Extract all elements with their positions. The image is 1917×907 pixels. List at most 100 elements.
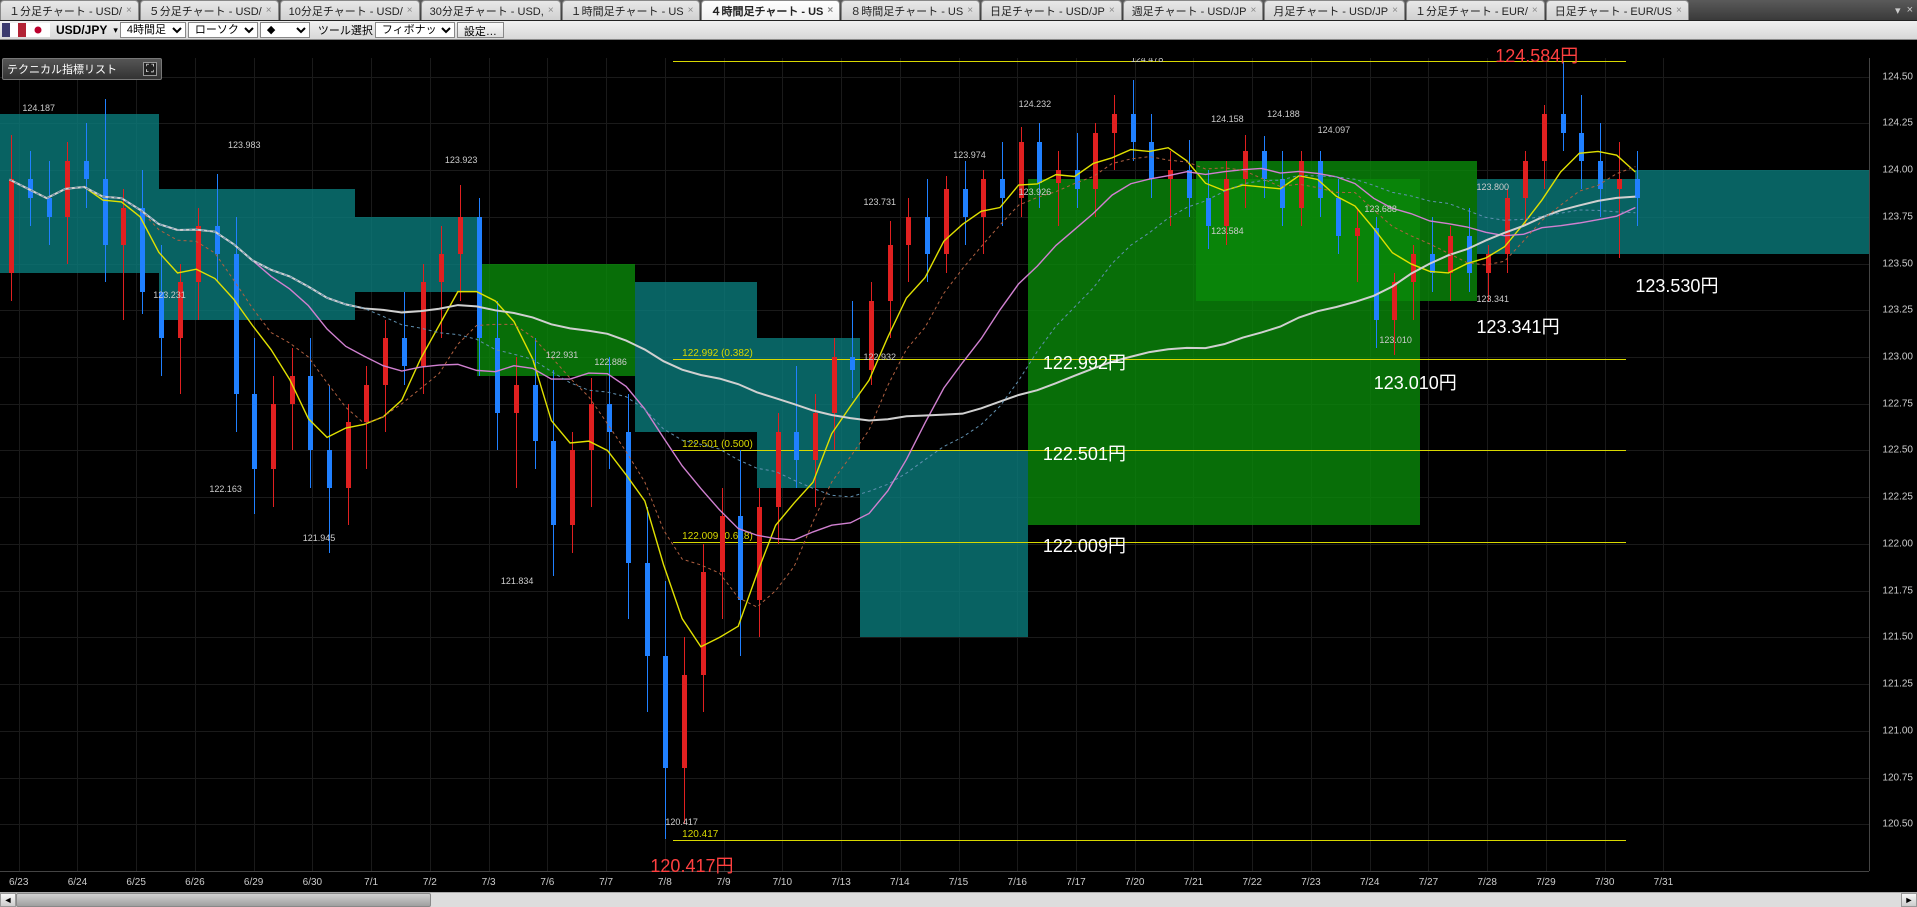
indicator-list-panel[interactable]: テクニカル指標リスト ⛶ [2,58,162,80]
fullscreen-icon[interactable]: ⛶ [143,62,157,76]
tab-3[interactable]: 30分足チャート - USD,× [421,0,561,20]
close-icon[interactable]: × [1532,5,1538,16]
close-icon[interactable]: × [967,5,973,16]
candle [1467,208,1472,292]
close-icon[interactable]: × [1250,5,1256,16]
tab-4[interactable]: １時間足チャート - US× [562,0,701,20]
tab-close-all-icon[interactable]: × [1907,4,1913,16]
candle [1635,151,1640,226]
chart-type-select[interactable]: ローソク [188,22,258,38]
tool-select[interactable]: フィボナッチ [375,22,455,38]
candle [1411,245,1416,320]
toolbar: USD/JPY ▾ 4時間足 ローソク ◆ ツール選択 フィボナッチ 設定… [0,21,1917,40]
tab-label: 日足チャート - USD/JP [990,3,1105,19]
candle [1112,95,1117,170]
price-label: 124.097 [1318,125,1351,135]
chart-plot[interactable]: 124.584122.992 (0.382)122.501 (0.500)122… [0,58,1869,871]
x-tick: 7/23 [1301,877,1320,888]
candle [1206,170,1211,248]
tab-8[interactable]: 週足チャート - USD/JP× [1123,0,1264,20]
tab-label: ８時間足チャート - US [850,3,963,19]
candle [925,179,930,282]
candle [738,450,743,656]
price-label: 121.834 [501,576,534,586]
candle [121,189,126,320]
x-tick: 7/20 [1125,877,1144,888]
x-tick: 7/27 [1419,877,1438,888]
tab-10[interactable]: １分足チャート - EUR/× [1406,0,1545,20]
candle [906,198,911,282]
close-icon[interactable]: × [1676,5,1682,16]
close-icon[interactable]: × [1109,5,1115,16]
candle [1243,135,1248,208]
price-label: 123.983 [228,140,261,150]
scroll-track[interactable] [16,893,1901,907]
candle [645,507,650,713]
tab-0[interactable]: １分足チャート - USD/× [0,0,139,20]
price-label: 124.232 [1019,99,1052,109]
candle [701,544,706,712]
close-icon[interactable]: × [548,5,554,16]
candle [944,176,949,273]
candle [421,264,426,395]
x-tick: 6/23 [9,877,28,888]
indicator-list-label: テクニカル指標リスト [7,61,117,77]
tab-7[interactable]: 日足チャート - USD/JP × [981,0,1122,20]
candle [607,357,612,469]
price-label: 123.010 [1379,335,1412,345]
candle [65,142,70,263]
candle [28,151,33,226]
x-tick: 6/26 [185,877,204,888]
symbol-select[interactable]: ◆ [260,22,310,38]
candle [888,221,893,339]
close-icon[interactable]: × [407,5,413,16]
tab-menu-icon[interactable]: ▾ [1895,4,1901,17]
close-icon[interactable]: × [126,5,132,16]
tab-5[interactable]: ４時間足チャート - US× [701,0,840,20]
scroll-right-icon[interactable]: ► [1901,893,1917,907]
x-tick: 6/30 [303,877,322,888]
candle [308,338,313,488]
fib-line[interactable] [673,542,1626,543]
close-icon[interactable]: × [1392,5,1398,16]
close-icon[interactable]: × [266,5,272,16]
close-icon[interactable]: × [827,5,833,16]
horizontal-scrollbar[interactable]: ◄ ► [0,892,1917,907]
candle [215,174,220,282]
y-tick: 124.50 [1882,71,1913,82]
candle [1355,208,1360,283]
chart-area: 124.584122.992 (0.382)122.501 (0.500)122… [0,40,1917,891]
y-tick: 124.25 [1882,118,1913,129]
price-label: 123.341 [1477,294,1510,304]
candle [570,432,575,553]
tab-9[interactable]: 月足チャート - USD/JP× [1264,0,1405,20]
x-tick: 7/15 [949,877,968,888]
candle [196,208,201,320]
candle [1617,142,1622,258]
candle [290,348,295,451]
y-tick: 121.00 [1882,725,1913,736]
tab-2[interactable]: 10分足チャート - USD/× [280,0,420,20]
candle [1523,151,1528,226]
close-icon[interactable]: × [688,5,694,16]
tab-11[interactable]: 日足チャート - EUR/US× [1546,0,1689,20]
settings-button[interactable]: 設定… [457,22,504,38]
fib-line[interactable] [673,359,1626,360]
pair-dropdown-icon[interactable]: ▾ [113,25,118,36]
tab-1[interactable]: ５分足チャート - USD/× [140,0,279,20]
y-tick: 123.50 [1882,258,1913,269]
x-tick: 7/13 [831,877,850,888]
candle [1019,127,1024,217]
fib-line[interactable] [673,840,1626,841]
scroll-thumb[interactable] [16,893,431,907]
candle [458,185,463,301]
candle [327,385,332,553]
scroll-left-icon[interactable]: ◄ [0,893,16,907]
candle [963,161,968,245]
price-label: 121.945 [303,533,336,543]
tab-6[interactable]: ８時間足チャート - US × [841,0,980,20]
timeframe-select[interactable]: 4時間足 [120,22,186,38]
price-label: 124.187 [22,103,55,113]
x-tick: 7/22 [1242,877,1261,888]
x-tick: 7/8 [658,877,672,888]
